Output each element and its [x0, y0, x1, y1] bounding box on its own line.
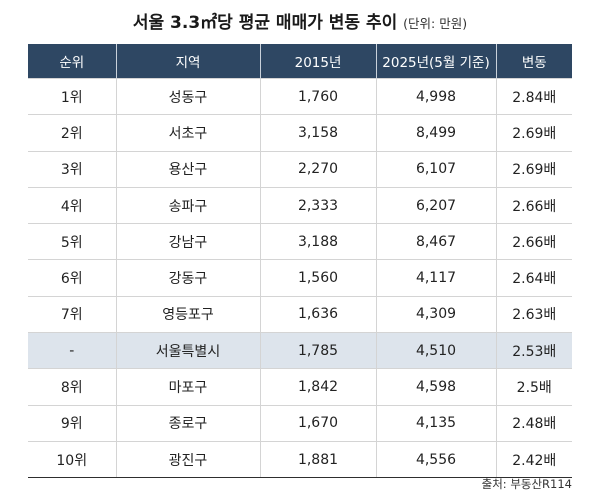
source-note: 출처: 부동산R114	[481, 477, 572, 491]
cell-change: 2.53배	[495, 332, 572, 369]
cell-change: 2.42배	[495, 440, 572, 479]
cell-region: 서울특별시	[115, 332, 260, 369]
cell-region: 강남구	[115, 223, 260, 260]
cell-change: 2.84배	[495, 77, 572, 115]
price-table-container: 순위 지역 2015년 2025년(5월 기준) 변동 1위 성동구 1,760 4,…	[28, 44, 572, 479]
unit-note: (단위: 만원)	[403, 16, 468, 31]
cell-region: 광진구	[115, 440, 260, 479]
cell-2015: 2,333	[259, 186, 376, 224]
cell-2015: 1,670	[259, 404, 376, 442]
cell-2015: 1,636	[259, 295, 376, 333]
cell-2015: 1,785	[259, 332, 376, 369]
cell-change: 2.64배	[495, 259, 572, 297]
cell-rank: 2위	[28, 114, 116, 152]
cell-2025: 4,510	[375, 332, 496, 369]
header-rank: 순위	[28, 44, 116, 79]
cell-region: 서초구	[115, 114, 260, 152]
cell-2025: 4,135	[375, 404, 496, 442]
cell-change: 2.69배	[495, 114, 572, 152]
cell-region: 마포구	[115, 368, 260, 406]
table-row: 4위 송파구 2,333 6,207 2.66배	[28, 186, 572, 224]
cell-2025: 4,998	[375, 77, 496, 115]
cell-rank: 9위	[28, 404, 116, 442]
price-table: 순위 지역 2015년 2025년(5월 기준) 변동 1위 성동구 1,760 4,…	[28, 44, 572, 479]
cell-region: 영등포구	[115, 295, 260, 333]
cell-region: 강동구	[115, 259, 260, 297]
table-row: 2위 서초구 3,158 8,499 2.69배	[28, 114, 572, 152]
cell-rank: 10위	[28, 440, 116, 479]
table-header-row: 순위 지역 2015년 2025년(5월 기준) 변동	[28, 44, 572, 79]
cell-2025: 6,207	[375, 186, 496, 224]
cell-rank: 4위	[28, 186, 116, 224]
cell-change: 2.63배	[495, 295, 572, 333]
cell-rank: 3위	[28, 150, 116, 188]
cell-rank: 1위	[28, 77, 116, 115]
header-2015: 2015년	[259, 44, 376, 79]
cell-rank: 5위	[28, 223, 116, 260]
cell-2015: 3,158	[259, 114, 376, 152]
chart-title-text: 서울 3.3㎡당 평균 매매가 변동 추이	[132, 13, 398, 33]
cell-2025: 8,467	[375, 223, 496, 260]
table-row-seoul-total: - 서울특별시 1,785 4,510 2.53배	[28, 332, 572, 369]
header-2025: 2025년(5월 기준)	[375, 44, 496, 79]
cell-region: 종로구	[115, 404, 260, 442]
table-row: 10위 광진구 1,881 4,556 2.42배	[28, 440, 572, 479]
table-body: 1위 성동구 1,760 4,998 2.84배 2위 서초구 3,158 8,499 2.69배…	[28, 77, 572, 479]
cell-2025: 4,556	[375, 440, 496, 479]
cell-change: 2.66배	[495, 223, 572, 260]
table-row: 5위 강남구 3,188 8,467 2.66배	[28, 223, 572, 260]
cell-region: 용산구	[115, 150, 260, 188]
cell-change: 2.69배	[495, 150, 572, 188]
table-row: 3위 용산구 2,270 6,107 2.69배	[28, 150, 572, 188]
cell-rank: -	[28, 332, 116, 369]
cell-region: 성동구	[115, 77, 260, 115]
cell-change: 2.5배	[495, 368, 572, 406]
cell-2015: 1,560	[259, 259, 376, 297]
cell-2025: 6,107	[375, 150, 496, 188]
cell-2025: 4,598	[375, 368, 496, 406]
cell-2025: 8,499	[375, 114, 496, 152]
table-row: 1위 성동구 1,760 4,998 2.84배	[28, 77, 572, 115]
cell-rank: 8위	[28, 368, 116, 406]
table-row: 9위 종로구 1,670 4,135 2.48배	[28, 404, 572, 442]
header-change: 변동	[495, 44, 572, 79]
table-row: 6위 강동구 1,560 4,117 2.64배	[28, 259, 572, 297]
cell-2015: 3,188	[259, 223, 376, 260]
header-region: 지역	[115, 44, 260, 79]
table-row: 7위 영등포구 1,636 4,309 2.63배	[28, 295, 572, 333]
table-row: 8위 마포구 1,842 4,598 2.5배	[28, 368, 572, 406]
cell-rank: 7위	[28, 295, 116, 333]
cell-2015: 2,270	[259, 150, 376, 188]
cell-2025: 4,117	[375, 259, 496, 297]
cell-2015: 1,881	[259, 440, 376, 479]
cell-rank: 6위	[28, 259, 116, 297]
cell-change: 2.48배	[495, 404, 572, 442]
cell-change: 2.66배	[495, 186, 572, 224]
chart-title: 서울 3.3㎡당 평균 매매가 변동 추이 (단위: 만원)	[0, 8, 600, 33]
cell-region: 송파구	[115, 186, 260, 224]
cell-2025: 4,309	[375, 295, 496, 333]
cell-2015: 1,760	[259, 77, 376, 115]
cell-2015: 1,842	[259, 368, 376, 406]
